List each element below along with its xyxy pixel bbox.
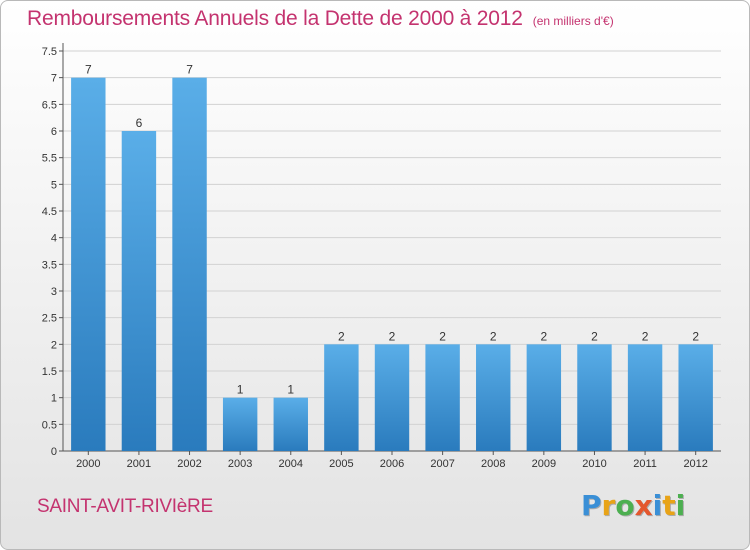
x-tick-label: 2002 xyxy=(177,458,201,470)
y-tick-label: 3.5 xyxy=(42,259,57,271)
x-tick-label: 2011 xyxy=(633,458,657,470)
x-tick-label: 2010 xyxy=(582,458,606,470)
bar xyxy=(172,77,207,452)
x-tick-label: 2003 xyxy=(228,458,252,470)
bar xyxy=(425,344,460,451)
y-tick-label: 4.5 xyxy=(42,206,57,218)
y-tick-label: 5 xyxy=(51,179,57,191)
x-tick-label: 2007 xyxy=(430,458,454,470)
data-label: 1 xyxy=(237,383,244,397)
data-label: 2 xyxy=(692,329,699,343)
y-tick-label: 4 xyxy=(51,233,57,245)
data-label: 2 xyxy=(490,329,497,343)
commune-name: SAINT-AVIT-RIVIèRE xyxy=(37,496,213,517)
y-tick-label: 7.5 xyxy=(42,46,57,58)
y-tick-label: 2 xyxy=(51,339,57,351)
logo-letter: i xyxy=(675,489,686,522)
bar xyxy=(577,344,612,451)
bar xyxy=(627,344,663,451)
logo-letter: x xyxy=(634,489,653,522)
logo-letter: r xyxy=(601,489,616,522)
bar xyxy=(324,344,359,451)
data-label: 2 xyxy=(439,329,446,343)
y-tick-label: 6.5 xyxy=(42,99,57,111)
logo-letter: o xyxy=(615,489,635,522)
y-tick-label: 0 xyxy=(51,446,57,458)
x-tick-label: 2000 xyxy=(76,458,100,470)
data-label: 2 xyxy=(591,329,598,343)
data-label: 2 xyxy=(338,329,345,343)
data-label: 2 xyxy=(541,329,548,343)
bar xyxy=(526,344,562,451)
data-label: 7 xyxy=(85,63,92,77)
y-tick-label: 2.5 xyxy=(42,313,57,325)
bar xyxy=(71,77,106,452)
data-label: 1 xyxy=(287,383,294,397)
y-tick-label: 3 xyxy=(51,286,57,298)
x-tick-label: 2005 xyxy=(329,458,353,470)
y-tick-label: 6 xyxy=(51,126,57,138)
data-label: 2 xyxy=(642,329,649,343)
bar xyxy=(476,344,511,451)
logo-letter: t xyxy=(662,489,676,522)
x-tick-label: 2008 xyxy=(481,458,505,470)
bar xyxy=(121,131,157,451)
data-label: 6 xyxy=(136,116,143,130)
y-tick-label: 7 xyxy=(51,73,57,85)
proxiti-logo: Proxiti xyxy=(581,489,685,522)
x-tick-label: 2004 xyxy=(279,458,303,470)
bar xyxy=(374,344,410,451)
bar xyxy=(222,397,258,451)
y-tick-label: 1.5 xyxy=(42,366,57,378)
x-tick-label: 2009 xyxy=(532,458,556,470)
logo-letter: P xyxy=(581,489,602,522)
bar xyxy=(273,397,308,451)
data-label: 2 xyxy=(389,329,396,343)
y-tick-label: 0.5 xyxy=(42,419,57,431)
chart-title: Remboursements Annuels de la Dette de 20… xyxy=(27,7,523,30)
logo-letter: i xyxy=(652,489,663,522)
y-tick-label: 5.5 xyxy=(42,153,57,165)
data-label: 7 xyxy=(186,63,193,77)
title-row: Remboursements Annuels de la Dette de 20… xyxy=(27,7,614,31)
x-tick-label: 2006 xyxy=(380,458,404,470)
x-tick-label: 2012 xyxy=(683,458,707,470)
chart-subtitle: (en milliers d'€) xyxy=(532,14,614,28)
y-tick-label: 1 xyxy=(51,393,57,405)
x-tick-label: 2001 xyxy=(127,458,151,470)
bar xyxy=(678,344,713,451)
